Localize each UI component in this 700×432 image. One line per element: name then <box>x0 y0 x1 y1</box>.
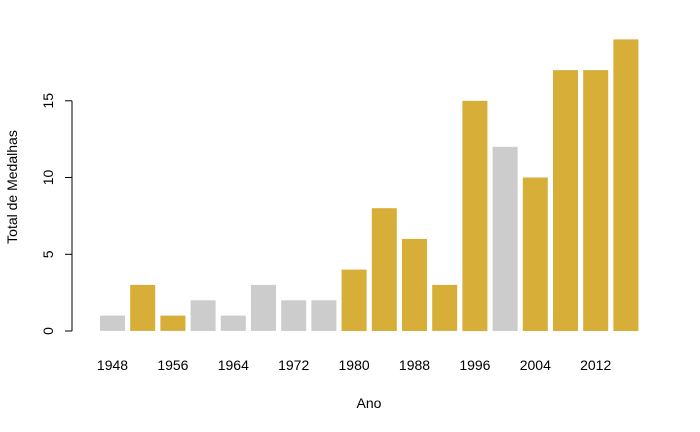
x-axis-tick-labels: 1948 1956 1964 1972 1980 1988 1996 2004 2012 <box>97 357 612 373</box>
x-tick-label: 1948 <box>97 357 128 373</box>
x-tick-label: 1996 <box>459 357 490 373</box>
bar-2016 <box>613 39 639 332</box>
bar-1972 <box>281 300 307 331</box>
y-tick-label: 5 <box>40 250 56 258</box>
bar-1968 <box>251 284 276 331</box>
bar-1984 <box>371 208 397 331</box>
y-axis-title: Total de Medalhas <box>4 130 20 244</box>
bar-2000 <box>492 146 518 331</box>
bars-group <box>100 39 639 332</box>
x-tick-label: 2004 <box>520 357 551 373</box>
bar-1976 <box>311 300 337 331</box>
bar-1956 <box>160 315 186 331</box>
bar-1992 <box>432 284 458 331</box>
bar-1980 <box>341 269 367 331</box>
bar-2004 <box>522 177 548 331</box>
bar-1952 <box>130 284 156 331</box>
x-tick-label: 1988 <box>399 357 430 373</box>
x-axis-title: Ano <box>357 395 382 411</box>
x-tick-label: 1964 <box>218 357 249 373</box>
y-tick-label: 0 <box>40 327 56 335</box>
bar-1996 <box>462 100 488 332</box>
bar-2012 <box>583 70 609 331</box>
y-tick-label: 15 <box>40 93 56 109</box>
y-tick-label: 10 <box>40 170 56 186</box>
y-axis: 0 5 10 15 <box>40 93 73 335</box>
bar-1948 <box>100 315 125 331</box>
x-tick-label: 1980 <box>339 357 370 373</box>
x-tick-label: 1956 <box>157 357 188 373</box>
bar-2008 <box>553 70 578 331</box>
bar-1960 <box>190 300 216 331</box>
x-tick-label: 1972 <box>278 357 309 373</box>
bar-1988 <box>402 238 427 331</box>
bar-1964 <box>220 315 246 331</box>
x-tick-label: 2012 <box>580 357 611 373</box>
